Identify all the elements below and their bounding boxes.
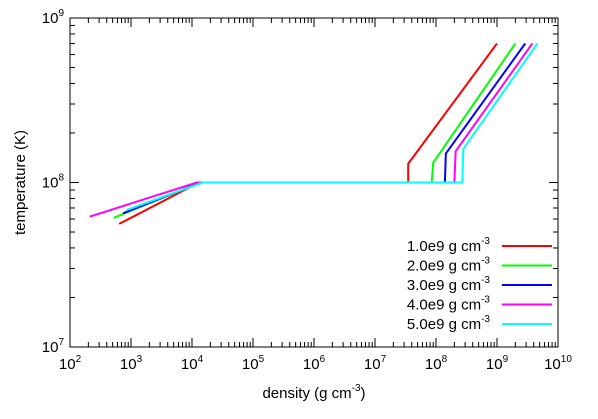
series-line-2 bbox=[113, 42, 517, 219]
legend: 1.0e9 g cm-32.0e9 g cm-33.0e9 g cm-34.0e… bbox=[407, 236, 552, 333]
x-tick-label-1-exp: 2 bbox=[76, 354, 82, 365]
x-tick-label-9: 1010 bbox=[544, 354, 572, 373]
x-tick-label-5-base: 10 bbox=[303, 356, 320, 373]
x-tick-label-7-base: 10 bbox=[425, 356, 442, 373]
legend-label-1-base: 1.0e9 g cm bbox=[407, 238, 481, 255]
x-axis-label-tail: ) bbox=[361, 385, 366, 402]
x-axis-label-base: density (g cm bbox=[262, 385, 351, 402]
legend-label-2-sup: -3 bbox=[481, 256, 490, 267]
y-tick-label-2: 108 bbox=[42, 173, 65, 192]
x-tick-label-2: 103 bbox=[120, 354, 143, 373]
x-tick-label-9-base: 10 bbox=[544, 356, 561, 373]
y-tick-label-3-exp: 9 bbox=[58, 8, 64, 19]
x-tick-label-5: 106 bbox=[303, 354, 326, 373]
y-tick-label-2-base: 10 bbox=[42, 175, 59, 192]
x-tick-label-3-base: 10 bbox=[181, 356, 198, 373]
series-line-4 bbox=[89, 42, 534, 218]
legend-label-5-sup: -3 bbox=[481, 314, 490, 325]
legend-label-3: 3.0e9 g cm-3 bbox=[407, 275, 491, 294]
x-tick-label-9-exp: 10 bbox=[561, 354, 573, 365]
x-tick-label-6-exp: 7 bbox=[381, 354, 387, 365]
plot-series-group bbox=[89, 42, 539, 225]
x-tick-label-2-exp: 3 bbox=[137, 354, 143, 365]
y-tick-label-3-base: 10 bbox=[42, 10, 59, 27]
x-tick-label-4-exp: 5 bbox=[259, 354, 265, 365]
x-tick-label-7: 108 bbox=[425, 354, 448, 373]
x-tick-label-8-base: 10 bbox=[486, 356, 503, 373]
x-tick-label-5-exp: 6 bbox=[320, 354, 326, 365]
legend-label-2-base: 2.0e9 g cm bbox=[407, 258, 481, 275]
legend-label-3-base: 3.0e9 g cm bbox=[407, 277, 481, 294]
y-axis-label: temperature (K) bbox=[12, 130, 29, 235]
y-tick-label-1-base: 10 bbox=[42, 339, 59, 356]
series-line-5 bbox=[126, 42, 539, 211]
x-tick-label-6: 107 bbox=[364, 354, 387, 373]
legend-label-4: 4.0e9 g cm-3 bbox=[407, 295, 491, 314]
x-tick-label-8-exp: 9 bbox=[503, 354, 509, 365]
x-axis-label-sup: -3 bbox=[352, 383, 361, 394]
x-tick-label-1-base: 10 bbox=[59, 356, 76, 373]
x-tick-label-4-base: 10 bbox=[242, 356, 259, 373]
x-tick-label-7-exp: 8 bbox=[442, 354, 448, 365]
legend-label-1: 1.0e9 g cm-3 bbox=[407, 236, 491, 255]
legend-label-1-sup: -3 bbox=[481, 236, 490, 247]
x-axis-label: density (g cm-3) bbox=[262, 383, 365, 402]
x-tick-label-8: 109 bbox=[486, 354, 509, 373]
x-tick-label-3: 104 bbox=[181, 354, 204, 373]
x-tick-label-4: 105 bbox=[242, 354, 265, 373]
x-tick-label-3-exp: 4 bbox=[198, 354, 204, 365]
legend-label-4-base: 4.0e9 g cm bbox=[407, 297, 481, 314]
x-tick-label-6-base: 10 bbox=[364, 356, 381, 373]
x-tick-label-1: 102 bbox=[59, 354, 82, 373]
y-tick-label-2-exp: 8 bbox=[58, 173, 64, 184]
legend-label-3-sup: -3 bbox=[481, 275, 490, 286]
legend-label-5: 5.0e9 g cm-3 bbox=[407, 314, 491, 333]
x-tick-label-2-base: 10 bbox=[120, 356, 137, 373]
legend-label-4-sup: -3 bbox=[481, 295, 490, 306]
legend-label-5-base: 5.0e9 g cm bbox=[407, 316, 481, 333]
series-line-1 bbox=[118, 42, 498, 225]
y-tick-label-3: 109 bbox=[42, 8, 65, 27]
y-tick-label-1-exp: 7 bbox=[58, 337, 64, 348]
y-tick-label-1: 107 bbox=[42, 337, 65, 356]
legend-label-2: 2.0e9 g cm-3 bbox=[407, 256, 491, 275]
